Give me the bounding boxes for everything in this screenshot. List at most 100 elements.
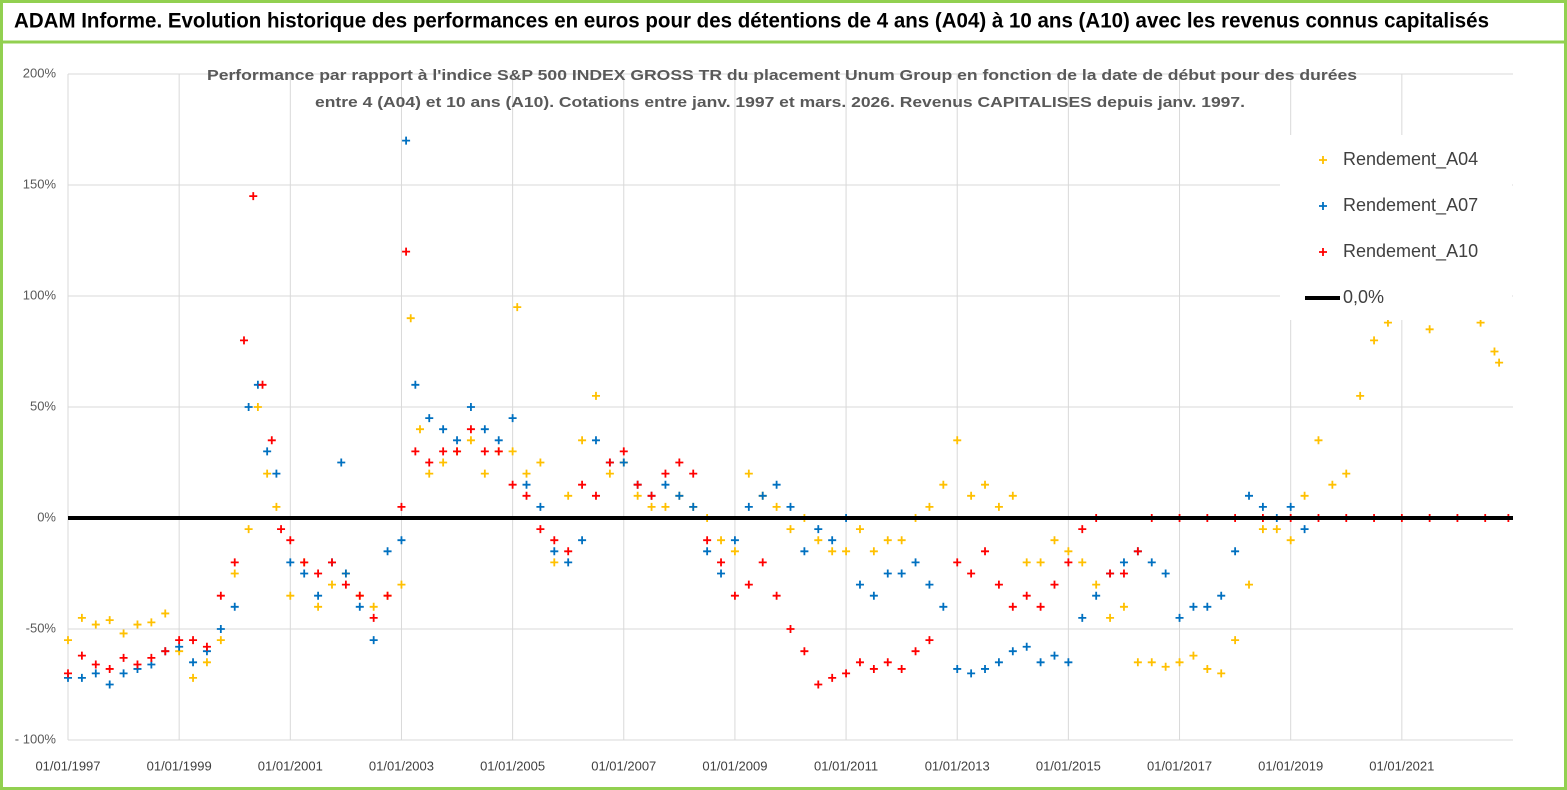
point bbox=[828, 673, 837, 682]
y-tick-label: 150% bbox=[23, 176, 57, 191]
point bbox=[591, 391, 600, 400]
point bbox=[1147, 658, 1156, 667]
point bbox=[119, 653, 128, 662]
point bbox=[647, 491, 656, 500]
x-tick-label: 01/01/2007 bbox=[591, 758, 656, 773]
point bbox=[1231, 547, 1240, 556]
point bbox=[869, 664, 878, 673]
point bbox=[216, 625, 225, 633]
point bbox=[230, 569, 239, 578]
plot: - 100% -50% 0% 50% 100% 150% 200% 01/01/1997 01/… bbox=[15, 65, 1513, 773]
point bbox=[1008, 602, 1017, 611]
legend-marker bbox=[1319, 156, 1327, 164]
point bbox=[675, 491, 684, 500]
point bbox=[883, 536, 892, 545]
series-points bbox=[64, 192, 1513, 689]
point bbox=[1050, 580, 1059, 589]
point bbox=[647, 502, 656, 511]
point bbox=[1064, 558, 1073, 567]
point bbox=[300, 569, 309, 578]
point bbox=[925, 502, 934, 511]
point bbox=[249, 192, 258, 201]
point bbox=[897, 569, 906, 578]
point bbox=[64, 669, 72, 678]
point bbox=[828, 547, 837, 556]
point bbox=[522, 491, 531, 500]
point bbox=[1189, 602, 1198, 611]
point bbox=[994, 658, 1003, 667]
point bbox=[439, 447, 448, 456]
point bbox=[1203, 602, 1212, 611]
point bbox=[536, 458, 545, 467]
point bbox=[744, 580, 753, 589]
point bbox=[425, 458, 434, 467]
point bbox=[536, 525, 545, 534]
point bbox=[994, 502, 1003, 511]
x-tick-label: 01/01/2015 bbox=[1036, 758, 1101, 773]
point bbox=[1008, 491, 1017, 500]
point bbox=[855, 525, 864, 534]
point bbox=[758, 491, 767, 500]
point bbox=[64, 636, 72, 645]
point bbox=[1161, 662, 1170, 671]
point bbox=[216, 636, 225, 645]
point bbox=[397, 502, 406, 511]
point bbox=[286, 591, 295, 600]
point bbox=[869, 547, 878, 556]
point bbox=[411, 380, 420, 389]
point bbox=[1161, 569, 1170, 578]
point bbox=[897, 664, 906, 673]
point bbox=[1245, 580, 1254, 589]
point bbox=[1286, 536, 1295, 545]
point bbox=[119, 669, 128, 678]
point bbox=[1495, 358, 1504, 367]
point bbox=[911, 558, 920, 567]
point bbox=[1078, 525, 1087, 534]
point bbox=[91, 620, 100, 629]
point bbox=[1119, 569, 1128, 578]
point bbox=[800, 647, 809, 656]
point bbox=[355, 591, 364, 600]
point bbox=[77, 651, 86, 660]
point bbox=[406, 314, 415, 323]
point bbox=[466, 403, 475, 411]
point bbox=[786, 502, 795, 511]
point bbox=[314, 602, 323, 611]
legend-label: Rendement_A04 bbox=[1343, 149, 1478, 170]
x-tick-label: 01/01/2001 bbox=[258, 758, 323, 773]
point bbox=[883, 658, 892, 667]
point bbox=[480, 425, 489, 434]
legend-label: Rendement_A10 bbox=[1343, 241, 1478, 262]
point bbox=[689, 469, 698, 478]
point bbox=[453, 447, 462, 456]
point bbox=[77, 613, 86, 622]
point bbox=[1064, 658, 1073, 667]
point bbox=[314, 569, 323, 578]
point bbox=[369, 613, 378, 622]
point bbox=[661, 502, 670, 511]
point bbox=[277, 525, 286, 534]
y-tick-label: - 100% bbox=[15, 731, 57, 746]
point bbox=[578, 436, 587, 445]
point bbox=[513, 303, 522, 312]
point bbox=[402, 136, 411, 145]
point bbox=[494, 447, 503, 456]
point bbox=[202, 642, 211, 651]
point bbox=[105, 680, 114, 689]
point bbox=[1342, 469, 1351, 478]
point bbox=[286, 536, 295, 545]
point bbox=[1245, 491, 1254, 500]
point bbox=[1050, 536, 1059, 545]
x-tick-label: 01/01/1997 bbox=[35, 758, 100, 773]
point bbox=[337, 458, 346, 467]
x-tick-label: 01/01/2011 bbox=[814, 758, 878, 773]
point bbox=[1258, 525, 1267, 534]
x-tick-label: 01/01/2019 bbox=[1258, 758, 1323, 773]
point bbox=[508, 447, 517, 456]
point bbox=[383, 591, 392, 600]
point bbox=[105, 664, 114, 673]
point bbox=[216, 591, 225, 600]
point bbox=[258, 380, 267, 389]
point bbox=[1147, 558, 1156, 567]
header-title: ADAM Informe. Evolution historique des p… bbox=[14, 10, 1489, 33]
